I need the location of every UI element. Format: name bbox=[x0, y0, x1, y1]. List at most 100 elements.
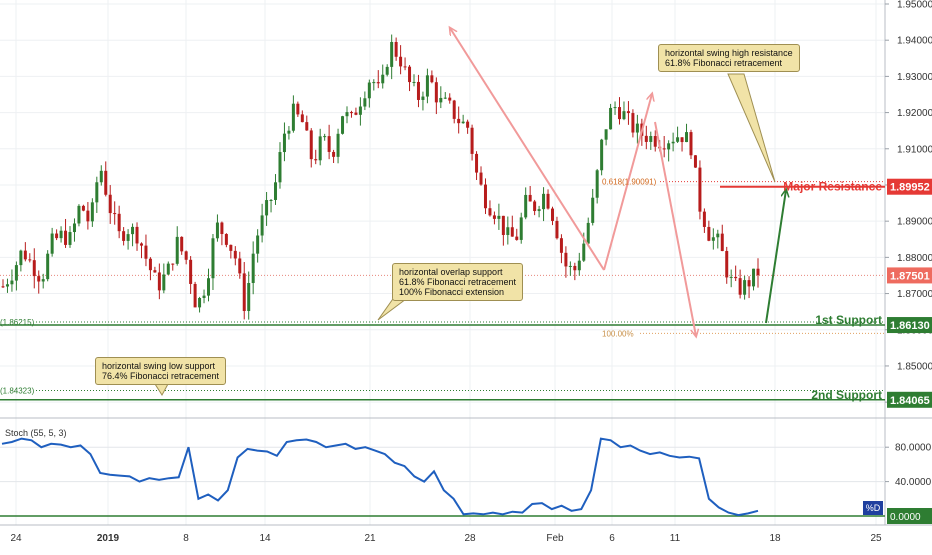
candle-body bbox=[323, 136, 326, 137]
candle-body bbox=[564, 253, 567, 267]
candle-body bbox=[194, 284, 197, 307]
price-tick-label: 1.95000 bbox=[897, 0, 932, 11]
tag-stoch-zero-text: 0.0000 bbox=[890, 512, 921, 523]
candle-body bbox=[211, 238, 214, 278]
candle-body bbox=[283, 134, 286, 152]
candle-body bbox=[100, 171, 103, 182]
candle-body bbox=[86, 211, 89, 222]
candle-body bbox=[354, 113, 357, 115]
price-tick-label: 1.88000 bbox=[897, 253, 932, 264]
candle-body bbox=[341, 116, 344, 134]
candle-body bbox=[698, 168, 701, 212]
stoch-legend-text: %D bbox=[866, 503, 881, 513]
callout-low: horizontal swing low support 76.4% Fibon… bbox=[95, 357, 226, 385]
candle-body bbox=[274, 182, 277, 200]
candle-body bbox=[6, 284, 9, 286]
candle-body bbox=[408, 67, 411, 82]
time-tick-label: 18 bbox=[769, 533, 781, 544]
candle-body bbox=[69, 232, 72, 245]
candle-body bbox=[605, 129, 608, 139]
candle-body bbox=[627, 111, 630, 113]
candle-body bbox=[444, 98, 447, 99]
candle-body bbox=[587, 223, 590, 244]
candle-body bbox=[529, 195, 532, 202]
candle-body bbox=[493, 215, 496, 218]
label-left-2: (1.84323) bbox=[0, 386, 35, 395]
candle-body bbox=[551, 209, 554, 221]
candle-body bbox=[399, 57, 402, 67]
candle-body bbox=[488, 208, 491, 215]
price-tick-label: 1.91000 bbox=[897, 144, 932, 155]
candle-body bbox=[350, 112, 353, 113]
candle-body bbox=[140, 243, 143, 245]
callout-low-line-1: horizontal swing low support bbox=[102, 361, 219, 371]
tag-support1-text: 1.86130 bbox=[890, 320, 930, 332]
callout-low-line-2: 76.4% Fibonacci retracement bbox=[102, 371, 219, 381]
stoch-panel: Stoch (55, 5, 3) bbox=[0, 428, 885, 516]
candle-body bbox=[743, 280, 746, 295]
callout-resistance: horizontal swing high resistance 61.8% F… bbox=[658, 44, 800, 72]
candle-body bbox=[515, 237, 518, 240]
candle-body bbox=[672, 142, 675, 144]
candle-body bbox=[573, 266, 576, 270]
candle-body bbox=[225, 234, 228, 245]
candle-body bbox=[95, 182, 98, 202]
candle-body bbox=[162, 275, 165, 291]
candle-body bbox=[618, 107, 621, 119]
candle-body bbox=[475, 154, 478, 173]
candle-body bbox=[198, 298, 201, 307]
candle-body bbox=[46, 254, 49, 279]
candle-body bbox=[229, 245, 232, 251]
candle-body bbox=[82, 206, 85, 211]
candle-body bbox=[368, 83, 371, 99]
candle-body bbox=[189, 260, 192, 284]
label-fib-618: 0.618(1.90091) bbox=[602, 178, 657, 187]
candle-body bbox=[377, 82, 380, 83]
candle-body bbox=[51, 234, 54, 254]
candle-body bbox=[426, 75, 429, 96]
time-tick-label: 2019 bbox=[97, 533, 120, 544]
candle-body bbox=[533, 201, 536, 211]
candle-body bbox=[502, 216, 505, 235]
candle-body bbox=[301, 114, 304, 122]
candle-body bbox=[238, 258, 241, 273]
candle-body bbox=[721, 234, 724, 251]
candle-body bbox=[372, 82, 375, 83]
callout-resistance-pointer bbox=[728, 74, 775, 182]
price-tags: 1.899521.875011.861301.840650.0000%D bbox=[863, 179, 932, 524]
candle-body bbox=[694, 155, 697, 167]
candle-body bbox=[386, 67, 389, 75]
candle-body bbox=[631, 113, 634, 132]
candle-body bbox=[270, 200, 273, 201]
candle-body bbox=[287, 131, 290, 134]
time-tick-label: 6 bbox=[609, 533, 615, 544]
tag-current-text: 1.87501 bbox=[890, 270, 930, 282]
candle-body bbox=[104, 171, 107, 195]
candle-body bbox=[220, 223, 223, 234]
candle-body bbox=[413, 82, 416, 83]
candle-body bbox=[127, 234, 130, 241]
candle-body bbox=[278, 152, 281, 182]
candle-body bbox=[122, 231, 125, 241]
candle-body bbox=[435, 82, 438, 102]
candle-body bbox=[390, 42, 393, 67]
label-left-1: (1.86215) bbox=[0, 318, 35, 327]
time-tick-label: 28 bbox=[464, 533, 476, 544]
candle-body bbox=[345, 112, 348, 116]
callout-overlap-line-2: 61.8% Fibonacci retracement bbox=[399, 277, 516, 287]
candle-body bbox=[520, 217, 523, 240]
candle-body bbox=[582, 244, 585, 261]
candle-body bbox=[265, 200, 268, 215]
candle-body bbox=[453, 101, 456, 119]
candle-body bbox=[538, 209, 541, 211]
candle-body bbox=[28, 259, 31, 260]
callout-resistance-line-1: horizontal swing high resistance bbox=[665, 48, 793, 58]
candle-body bbox=[153, 270, 156, 272]
price-tick-label: 1.89000 bbox=[897, 217, 932, 228]
time-tick-label: 24 bbox=[10, 533, 22, 544]
candle-body bbox=[2, 286, 5, 287]
price-tick-label: 1.94000 bbox=[897, 36, 932, 47]
candle-body bbox=[596, 170, 599, 197]
candle-body bbox=[363, 98, 366, 106]
candle-body bbox=[109, 195, 112, 213]
